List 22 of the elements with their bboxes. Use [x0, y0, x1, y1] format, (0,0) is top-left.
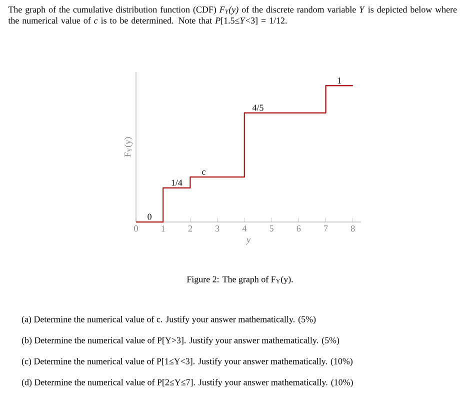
x-tick-label: 8: [350, 226, 355, 232]
x-tick-label: 1: [162, 226, 165, 232]
text: (a) Determine the numerical value of c. Justify your answer mathematically. (5%): [22, 316, 316, 324]
x-tick-label: 6: [296, 226, 301, 232]
text: (c) Determine the numerical value of P[1≤Y<3]. Justify your answer mathematically. (10%): [22, 358, 352, 366]
x-tick-label: 2: [188, 226, 192, 232]
data-label: 0: [148, 214, 152, 220]
x-tick-label: 3: [216, 226, 220, 232]
chart-title: The graph of the cumulative distribution function (CDF) F$_{Y}$(y) of the discrete random variable Y is depicted below where the numerical value of c is to be determined. Note that P[1.5≤Y<3] = 1/12.: [8, 6, 457, 25]
x-tick-label: 7: [324, 226, 328, 232]
text: (d) Determine the numerical value of P[2≤Y≤7]. Justify your answer mathematically. (10%): [22, 378, 353, 388]
x-tick-label: 0: [134, 226, 138, 232]
x-axis-title: y: [246, 238, 250, 244]
data-label: 4/5: [252, 104, 264, 111]
y-axis-title: F$_{Y}$(y): [124, 137, 132, 157]
data-label: 1: [338, 78, 342, 84]
data-label: 1/4: [172, 180, 182, 186]
caption: Figure 2: The graph of F$_{Y}$(y).: [186, 276, 293, 284]
x-tick-label: 4: [242, 226, 247, 232]
text: (b) Determine the numerical value of P[Y>3]. Justify your answer mathematically. (5%): [22, 336, 340, 346]
x-tick-label: 5: [270, 226, 274, 232]
data-label: c: [202, 170, 206, 175]
